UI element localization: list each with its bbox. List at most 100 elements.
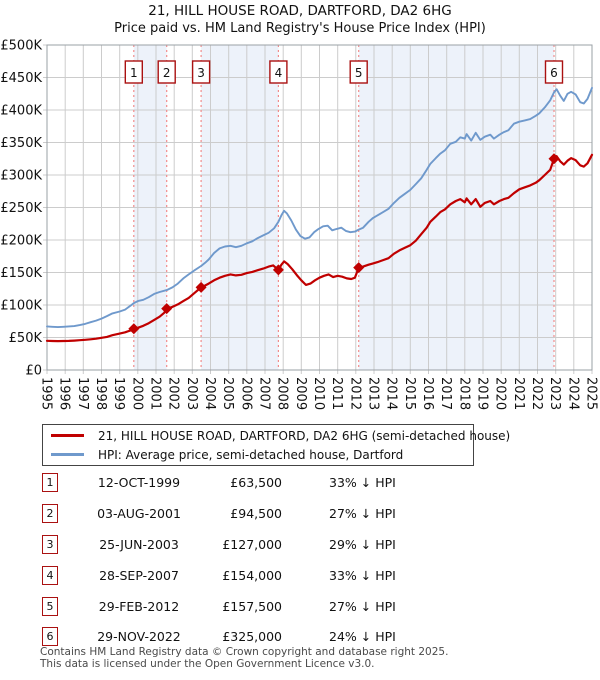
x-axis-tick-label: 1998	[93, 377, 108, 410]
x-axis-tick-label: 2007	[257, 377, 272, 410]
sale-number-badge: 2	[42, 503, 58, 523]
y-axis-tick-label: £450K	[0, 71, 42, 86]
series-line	[46, 86, 593, 329]
y-axis-tick-label: £200K	[0, 234, 42, 249]
sale-hpi-delta: 29% ↓ HPI	[329, 536, 396, 552]
x-axis-tick-label: 2016	[420, 377, 435, 410]
sale-row: 6 29-NOV-2022 £325,000 24% ↓ HPI	[40, 621, 560, 652]
hpi-line-swatch	[51, 453, 84, 456]
x-axis-tick-label: 2017	[438, 377, 453, 410]
sale-number-box	[157, 60, 176, 84]
x-axis-tick-label: 2020	[493, 377, 508, 410]
x-axis-tick-label: 2005	[220, 377, 235, 410]
sale-number-label: 6	[550, 66, 558, 80]
sale-price: £94,500	[230, 505, 282, 521]
x-axis-tick-label: 2010	[311, 377, 326, 410]
x-axis-tick-label: 2008	[275, 377, 290, 410]
x-axis-tick-label: 2006	[238, 377, 253, 410]
sale-price: £325,000	[222, 629, 282, 645]
x-axis-tick-label: 2004	[202, 377, 217, 410]
price-history-chart: £0 £50K £100K £150K £200K £250K £300K £350K £400…	[0, 39, 599, 411]
sale-number-label: 1	[130, 66, 138, 80]
sale-row: 5 29-FEB-2012 £157,500 27% ↓ HPI	[40, 591, 560, 622]
x-axis-tick-label: 2002	[166, 377, 181, 410]
sale-number-badge: 6	[42, 627, 58, 647]
sale-price: £63,500	[230, 474, 282, 490]
sale-number-label: 3	[197, 66, 205, 80]
x-axis-tick-label: 1995	[39, 377, 54, 410]
x-axis-tick-label: 2015	[402, 377, 417, 410]
sale-hpi-delta: 27% ↓ HPI	[329, 598, 396, 614]
sale-price: £157,500	[222, 598, 282, 614]
page-subtitle: Price paid vs. HM Land Registry's House …	[114, 21, 486, 36]
y-axis-tick-label: £300K	[0, 169, 42, 184]
sale-number-label: 2	[163, 66, 171, 80]
sale-point-diamond	[548, 153, 560, 165]
sale-number-badge: 3	[42, 534, 58, 554]
legend-item-property: 21, HILL HOUSE ROAD, DARTFORD, DA2 6HG (…	[43, 426, 510, 445]
sale-date: 29-NOV-2022	[97, 629, 181, 645]
footer-line-2: This data is licensed under the Open Gov…	[40, 657, 375, 670]
y-axis-tick-label: £100K	[0, 299, 42, 314]
sale-row: 3 25-JUN-2003 £127,000 29% ↓ HPI	[40, 529, 560, 560]
x-axis-tick-label: 2012	[347, 377, 362, 410]
sale-date: 03-AUG-2001	[97, 505, 181, 521]
sale-number-box	[544, 60, 564, 84]
x-axis-tick-label: 2001	[148, 377, 163, 410]
sale-number-box	[191, 60, 211, 84]
sale-hpi-delta: 33% ↓ HPI	[329, 474, 396, 490]
sale-number-badge: 4	[42, 565, 58, 585]
x-axis-tick-label: 2009	[293, 377, 308, 410]
legend-item-hpi: HPI: Average price, semi-detached house,…	[43, 445, 473, 464]
legend-label-property: 21, HILL HOUSE ROAD, DARTFORD, DA2 6HG (…	[98, 428, 511, 443]
x-axis-tick-label: 2025	[584, 377, 599, 410]
y-axis-tick-label: £250K	[0, 201, 42, 216]
property-line-swatch	[51, 434, 84, 437]
sale-hpi-delta: 24% ↓ HPI	[329, 629, 396, 645]
x-axis-tick-label: 2024	[565, 377, 580, 410]
x-axis-tick-label: 2011	[329, 377, 344, 410]
y-axis-tick-label: £0	[25, 364, 42, 379]
sale-date: 28-SEP-2007	[99, 567, 179, 583]
sale-number-label: 4	[275, 66, 283, 80]
sale-date: 29-FEB-2012	[98, 598, 180, 614]
sale-hpi-delta: 27% ↓ HPI	[329, 505, 396, 521]
x-axis-tick-label: 2019	[475, 377, 490, 410]
x-axis-tick-label: 2000	[129, 377, 144, 410]
y-axis-tick-label: £400K	[0, 104, 42, 119]
x-axis-tick-label: 2021	[511, 377, 526, 410]
x-axis-tick-label: 2013	[366, 377, 381, 410]
sale-price: £127,000	[222, 536, 282, 552]
sale-point-diamond	[272, 264, 284, 276]
sale-number-badge: 5	[42, 596, 58, 616]
sale-number-badge: 1	[42, 472, 58, 492]
sale-point-diamond	[195, 281, 207, 293]
x-axis-tick-label: 2023	[547, 377, 562, 410]
x-axis-tick-label: 2003	[184, 377, 199, 410]
sale-point-diamond	[353, 262, 365, 274]
sale-date: 12-OCT-1999	[97, 474, 181, 490]
sale-number-box	[124, 60, 144, 84]
sale-number-box	[349, 60, 368, 84]
sale-hpi-delta: 33% ↓ HPI	[329, 567, 396, 583]
sales-table: 1 12-OCT-1999 £63,500 33% ↓ HPI 2 03-AUG…	[40, 467, 560, 652]
sale-point-diamond	[128, 323, 140, 335]
series-line	[45, 153, 594, 343]
page-title: 21, HILL HOUSE ROAD, DARTFORD, DA2 6HG	[148, 3, 452, 19]
chart-legend: 21, HILL HOUSE ROAD, DARTFORD, DA2 6HG (…	[42, 424, 510, 466]
license-footer: Contains HM Land Registry data © Crown c…	[40, 646, 449, 670]
y-axis-tick-label: £500K	[0, 39, 42, 54]
sale-number-box	[269, 60, 288, 84]
x-axis-tick-label: 1996	[57, 377, 72, 410]
footer-line-1: Contains HM Land Registry data © Crown c…	[40, 646, 449, 658]
x-axis-tick-label: 2022	[529, 377, 544, 410]
y-axis-tick-label: £350K	[0, 136, 42, 151]
sale-date: 25-JUN-2003	[99, 536, 179, 552]
sale-number-label: 5	[355, 66, 363, 80]
x-axis-tick-label: 1997	[75, 377, 90, 410]
legend-label-hpi: HPI: Average price, semi-detached house,…	[98, 447, 404, 462]
x-axis-tick-label: 1999	[111, 377, 126, 410]
sale-row: 1 12-OCT-1999 £63,500 33% ↓ HPI	[40, 467, 560, 498]
sale-point-diamond	[161, 303, 173, 315]
